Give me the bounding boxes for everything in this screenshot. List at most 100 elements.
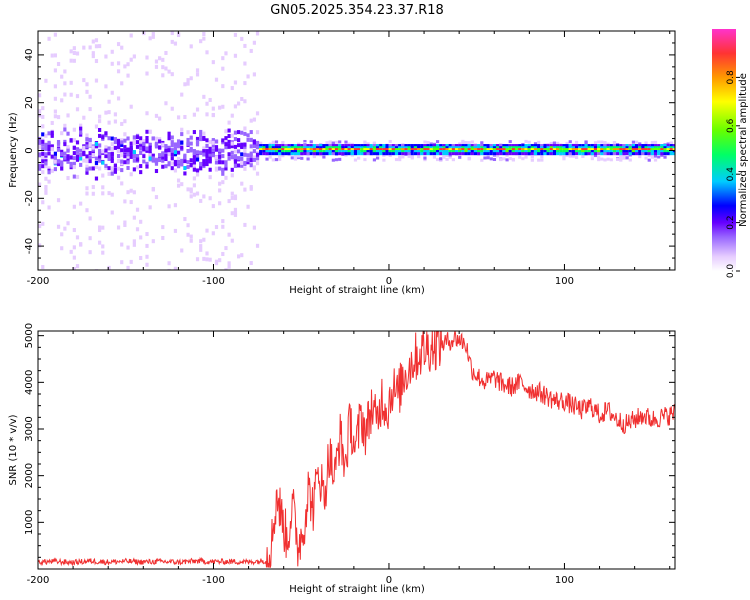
- heatmap-cell: [38, 109, 42, 114]
- heatmap-cell: [129, 259, 133, 264]
- heatmap-cell: [413, 150, 418, 154]
- heatmap-cell: [205, 159, 209, 164]
- heatmap-cell: [385, 146, 389, 150]
- heatmap-cell: [562, 150, 566, 154]
- heatmap-cell: [303, 139, 307, 143]
- heatmap-cell: [132, 239, 136, 244]
- heatmap-cell: [350, 144, 354, 148]
- heatmap-cell: [44, 164, 48, 169]
- heatmap-cell: [218, 166, 222, 171]
- heatmap-cell: [338, 144, 342, 148]
- heatmap-cell: [262, 146, 266, 150]
- heatmap-cell: [407, 144, 411, 148]
- heatmap-cell: [113, 119, 118, 124]
- heatmap-cell: [47, 205, 51, 210]
- heatmap-cell: [565, 153, 569, 157]
- heatmap-cell: [508, 148, 512, 152]
- heatmap-cell: [205, 257, 209, 262]
- heatmap-cell: [173, 41, 178, 46]
- heatmap-cell: [249, 163, 253, 168]
- heatmap-cell: [628, 150, 632, 154]
- heatmap-cell: [353, 158, 358, 162]
- heatmap-cell: [334, 158, 339, 162]
- y-tick-label-1: 5000: [24, 323, 35, 348]
- heatmap-cell: [199, 133, 203, 138]
- heatmap-cell: [221, 56, 225, 61]
- heatmap-cell: [571, 144, 576, 148]
- heatmap-cell: [53, 167, 57, 172]
- heatmap-cell: [60, 131, 64, 136]
- heatmap-cell: [224, 145, 228, 150]
- heatmap-cell: [533, 152, 538, 156]
- heatmap-cell: [98, 127, 102, 132]
- heatmap-cell: [186, 81, 190, 86]
- heatmap-cell: [47, 36, 51, 41]
- heatmap-cell: [110, 171, 114, 176]
- heatmap-cell: [186, 78, 190, 83]
- heatmap-cell: [603, 144, 607, 148]
- heatmap-cell: [167, 145, 171, 150]
- heatmap-cell: [142, 31, 146, 36]
- heatmap-cell: [467, 150, 471, 154]
- heatmap-cell: [496, 152, 500, 156]
- heatmap-cell: [255, 140, 260, 145]
- heatmap-cell: [164, 50, 168, 55]
- heatmap-cell: [224, 160, 228, 165]
- heatmap-cell: [205, 154, 209, 159]
- heatmap-cell: [202, 159, 206, 164]
- heatmap-cell: [224, 246, 228, 251]
- heatmap-cell: [398, 152, 402, 156]
- heatmap-cell: [518, 155, 522, 159]
- heatmap-cell: [60, 166, 64, 171]
- heatmap-cell: [303, 150, 307, 154]
- heatmap-cell: [578, 148, 582, 152]
- heatmap-cell: [590, 146, 594, 150]
- heatmap-cell: [521, 146, 525, 150]
- heatmap-cell: [499, 152, 503, 156]
- heatmap-cell: [382, 146, 386, 150]
- heatmap-cell: [120, 161, 124, 166]
- heatmap-cell: [47, 131, 51, 136]
- heatmap-cell: [227, 199, 231, 204]
- heatmap-cell: [41, 106, 45, 111]
- heatmap-cell: [347, 152, 351, 156]
- heatmap-cell: [82, 158, 86, 163]
- heatmap-cell: [230, 133, 234, 138]
- heatmap-cell: [66, 159, 70, 164]
- heatmap-cell: [464, 150, 468, 154]
- heatmap-cell: [195, 142, 200, 147]
- heatmap-cell: [107, 99, 111, 104]
- heatmap-cell: [492, 146, 497, 150]
- heatmap-cell: [199, 162, 203, 167]
- heatmap-cell: [338, 140, 342, 144]
- heatmap-cell: [85, 164, 89, 169]
- heatmap-cell: [113, 167, 118, 172]
- heatmap-cell: [666, 142, 670, 146]
- heatmap-cell: [259, 152, 263, 156]
- heatmap-cell: [176, 178, 181, 183]
- heatmap-cell: [189, 194, 193, 199]
- heatmap-cell: [540, 152, 544, 156]
- heatmap-cell: [41, 159, 45, 164]
- heatmap-cell: [641, 146, 645, 150]
- heatmap-cell: [98, 228, 102, 233]
- heatmap-cell: [126, 265, 130, 270]
- heatmap-cell: [107, 153, 111, 158]
- heatmap-cell: [565, 148, 569, 152]
- heatmap-cell: [445, 154, 449, 158]
- heatmap-cell: [385, 152, 389, 156]
- heatmap-cell: [252, 225, 256, 230]
- heatmap-cell: [195, 107, 200, 112]
- heatmap-cell: [205, 143, 209, 148]
- heatmap-cell: [297, 156, 301, 160]
- heatmap-cell: [123, 119, 127, 124]
- heatmap-cell: [221, 154, 225, 159]
- heatmap-cell: [357, 150, 361, 154]
- colorbar-tick-label: 0.0: [726, 264, 736, 279]
- heatmap-cell: [369, 148, 373, 152]
- heatmap-cell: [44, 142, 48, 147]
- heatmap-cell: [508, 157, 512, 161]
- heatmap-cell: [107, 120, 111, 125]
- heatmap-cell: [145, 148, 149, 153]
- heatmap-cell: [38, 140, 42, 145]
